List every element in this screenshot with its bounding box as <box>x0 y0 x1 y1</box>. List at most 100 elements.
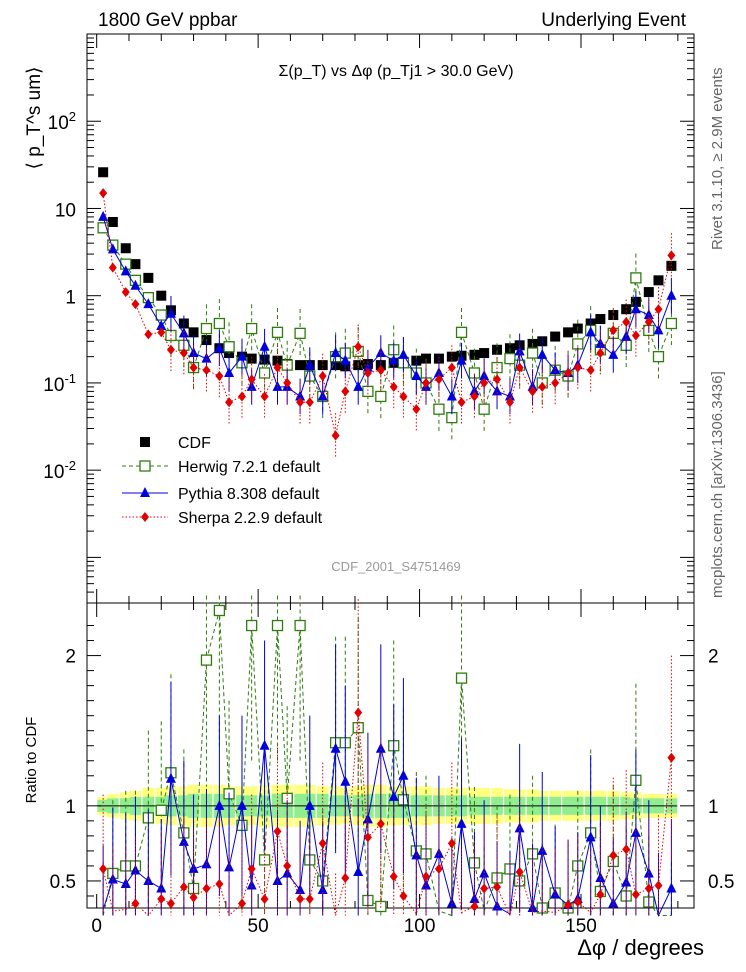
ratio-sherpa-point <box>564 899 573 910</box>
sherpa-point <box>573 362 582 373</box>
herwig-point <box>433 403 445 415</box>
mcplots-label: mcplots.cern.ch [arXiv:1306.3436] <box>709 371 726 598</box>
ratio-sherpa-point <box>354 707 363 718</box>
sherpa-point <box>331 430 340 441</box>
main-plot-title: Σ(p_T) vs Δφ (p_Tj1 > 30.0 GeV) <box>278 63 513 80</box>
sherpa-point <box>260 391 269 402</box>
legend-herwig-label: Herwig 7.2.1 default <box>178 459 321 476</box>
ratio-sherpa-point <box>166 898 175 909</box>
ratio-herwig-point <box>294 619 306 632</box>
pythia-point <box>550 364 561 375</box>
herwig-point <box>213 317 226 330</box>
pythia-point <box>107 243 118 254</box>
herwig-point <box>200 322 213 335</box>
sherpa-point <box>144 329 153 340</box>
rivet-version-label: Rivet 3.1.10, ≥ 2.9M events <box>709 68 726 251</box>
ratio-sherpa-point <box>131 898 140 909</box>
ratio-pythia-point <box>201 858 212 869</box>
herwig-point <box>271 326 284 339</box>
ratio-pythia-point <box>388 790 399 801</box>
pythia-point <box>608 348 619 359</box>
pythia-point <box>330 347 341 358</box>
herwig-point <box>258 367 271 379</box>
ratio-herwig-line <box>102 610 672 917</box>
pythia-point <box>120 265 131 276</box>
sherpa-point <box>225 397 234 408</box>
sherpa-point <box>480 377 489 388</box>
ratio-pythia-point <box>188 862 199 873</box>
cdf-point <box>643 287 654 298</box>
ratio-sherpa-point <box>341 872 350 883</box>
ratio-sherpa-point <box>493 881 502 892</box>
sherpa-point <box>237 391 246 402</box>
cdf-point <box>479 348 490 359</box>
ratio-pythia-point <box>246 879 257 890</box>
sherpa-point <box>354 341 363 352</box>
watermark: CDF_2001_S4751469 <box>331 559 460 574</box>
sherpa-point <box>596 348 605 359</box>
ratio-sherpa-point <box>179 881 188 892</box>
ratio-sherpa-point <box>422 871 431 882</box>
ratio-sherpa-point <box>247 863 256 874</box>
ratio-sherpa-point <box>609 850 618 861</box>
ratio-pythia-point <box>304 799 315 810</box>
herwig-point <box>455 326 468 339</box>
ratio-pythia-point <box>353 865 364 876</box>
sherpa-point <box>470 391 479 402</box>
sherpa-point <box>296 397 305 408</box>
pythia-point <box>98 210 109 221</box>
ratio-sherpa-point <box>157 893 166 904</box>
cdf-point <box>504 343 515 354</box>
cdf-point <box>188 327 199 338</box>
sherpa-point <box>654 304 663 315</box>
pythia-point <box>411 370 422 381</box>
ratio-pythia-point <box>224 861 235 872</box>
sherpa-point <box>515 362 524 373</box>
ratio-pythia-point <box>143 874 154 885</box>
ratio-sherpa-point <box>399 890 408 901</box>
ratio-sherpa-point <box>237 898 246 909</box>
x-tick-label: 100 <box>404 916 436 937</box>
ratio-pythia-point <box>330 742 341 753</box>
ratio-pythia-point <box>537 844 548 855</box>
herwig-point <box>630 272 642 284</box>
sherpa-point <box>166 344 175 355</box>
header-right: Underlying Event <box>541 10 686 31</box>
x-tick-label: 50 <box>248 916 269 937</box>
legend-cdf-label: CDF <box>178 435 211 452</box>
sherpa-point <box>283 377 292 388</box>
herwig-point <box>652 351 665 363</box>
ratio-sherpa-point <box>631 889 640 900</box>
x-axis-label: Δφ / degrees <box>577 935 704 960</box>
x-tick-label: 150 <box>565 916 597 937</box>
pythia-point <box>236 350 247 361</box>
herwig-point <box>155 309 167 321</box>
ratio-herwig-point <box>258 854 271 866</box>
cdf-point <box>653 275 664 286</box>
ratio-pythia-point <box>214 799 225 810</box>
ratio-pythia-point <box>272 874 283 885</box>
sherpa-point <box>457 397 466 408</box>
sherpa-point <box>609 325 618 336</box>
ratio-y-tick-label-right: 1 <box>708 797 719 818</box>
pythia-point <box>537 348 548 359</box>
pythia-point <box>514 345 525 356</box>
ratio-sherpa-point <box>654 880 663 891</box>
sherpa-point <box>505 397 514 408</box>
herwig-point <box>362 385 374 398</box>
sherpa-point <box>422 377 431 388</box>
ratio-y-tick-label-right: 0.5 <box>708 872 734 893</box>
cdf-point <box>130 259 141 270</box>
ratio-sherpa-point <box>470 901 479 912</box>
ratio-herwig-point <box>155 804 167 816</box>
pythia-point <box>214 342 225 353</box>
main-y-tick-label: 1 <box>65 288 76 309</box>
ratio-sherpa-point <box>260 893 269 904</box>
ratio-sherpa-point <box>644 883 653 894</box>
pythia-point <box>492 385 503 396</box>
ratio-sherpa-point <box>99 863 108 874</box>
pythia-point <box>446 390 457 401</box>
sherpa-point <box>108 262 117 273</box>
ratio-sherpa-point <box>296 893 305 904</box>
